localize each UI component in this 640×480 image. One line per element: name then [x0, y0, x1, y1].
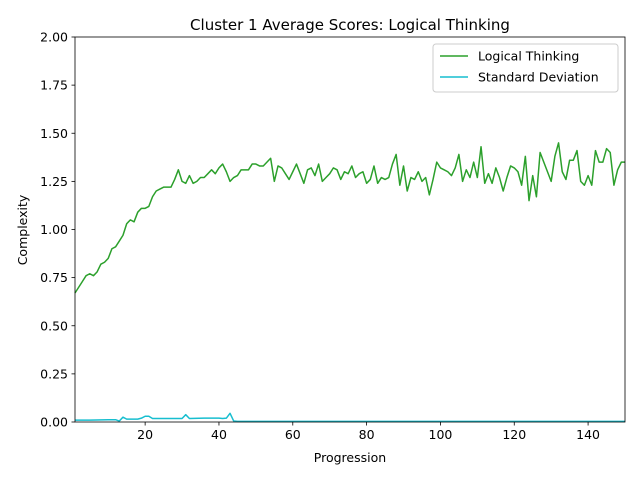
y-tick-label: 0.00: [40, 415, 68, 430]
x-tick-label: 80: [359, 427, 375, 442]
legend-box: [432, 43, 619, 93]
y-tick-label: 1.50: [40, 126, 68, 141]
axes-layer: 20 40 60 80 100 120 140 0.00 0.25 0.50 0.75 1.00 1.2…: [40, 30, 626, 442]
x-tick-label: 120: [502, 427, 526, 442]
x-tick-label: 60: [285, 427, 301, 442]
series-layer: [74, 142, 625, 423]
y-tick-label: 0.25: [40, 366, 68, 381]
series-line-1: [74, 142, 625, 294]
y-tick-label: 0.50: [40, 318, 68, 333]
y-axis-label: Complexity: [15, 194, 30, 265]
y-tick-label: 1.25: [40, 174, 68, 189]
y-tick-label: 0.75: [40, 270, 68, 285]
x-axis-label: Progression: [314, 450, 386, 465]
x-tick-label: 140: [576, 427, 600, 442]
legend-label-1: Logical Thinking: [478, 49, 579, 64]
y-tick-label: 1.75: [40, 78, 68, 93]
y-tick-label: 1.00: [40, 222, 68, 237]
plot-frame: [74, 36, 626, 423]
legend: Logical Thinking Standard Deviation: [432, 43, 619, 93]
x-tick-label: 20: [137, 427, 153, 442]
x-tick-label: 100: [429, 427, 453, 442]
chart-title: Cluster 1 Average Scores: Logical Thinki…: [190, 16, 510, 34]
x-tick-label: 40: [211, 427, 227, 442]
legend-label-2: Standard Deviation: [478, 70, 599, 85]
y-tick-label: 2.00: [40, 30, 68, 45]
series-line-2: [75, 412, 625, 423]
